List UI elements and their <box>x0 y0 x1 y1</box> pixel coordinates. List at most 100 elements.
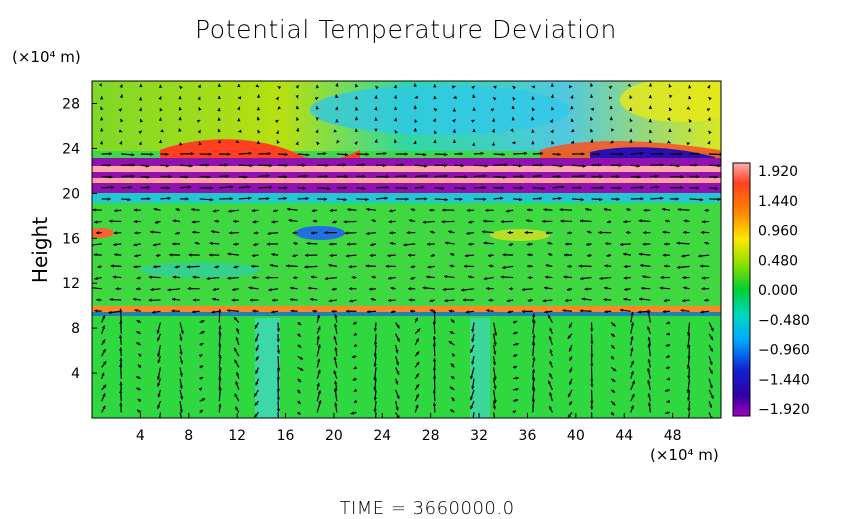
wind-vector-head <box>483 174 487 178</box>
wind-vector-head <box>133 243 137 247</box>
wind-vector-head <box>375 85 379 90</box>
wind-vector-head <box>333 370 337 374</box>
wind-vector-head <box>393 85 398 89</box>
wind-vector-head <box>640 185 644 190</box>
wind-vector-head <box>323 197 327 201</box>
wind-vector-head <box>448 341 453 345</box>
wind-vector-head <box>441 219 445 224</box>
wind-vector-head <box>271 310 275 314</box>
wind-vector-head <box>449 386 454 390</box>
wind-vector-head <box>212 209 217 213</box>
wind-vector-head <box>393 118 398 122</box>
wind-vector-head <box>277 86 282 90</box>
wind-vector-head <box>136 276 140 280</box>
wind-vector-head <box>190 152 194 156</box>
wind-vector-head <box>374 117 378 121</box>
wind-vector-head <box>115 287 119 291</box>
wind-vector-head <box>109 175 113 179</box>
wind-vector-head <box>347 207 351 212</box>
wind-vector-head <box>597 163 602 167</box>
wind-vector-head <box>157 383 161 387</box>
wind-vector-head <box>119 402 123 406</box>
wind-vector-head <box>507 310 511 314</box>
wind-vector-head <box>524 230 528 235</box>
wind-vector-head <box>680 174 684 179</box>
wind-vector-head <box>624 287 628 291</box>
wind-vector-head <box>589 83 594 87</box>
wind-vector-head <box>365 197 369 202</box>
wind-vector-head <box>218 355 222 359</box>
wind-vector-head <box>487 253 492 258</box>
wind-vector-head <box>334 314 338 318</box>
wind-vector-head <box>256 116 260 121</box>
wind-vector-head <box>277 106 282 110</box>
wind-vector-head <box>630 370 634 375</box>
wind-vector-head <box>470 405 474 410</box>
wind-vector-head <box>255 370 259 374</box>
wind-vector-head <box>558 196 562 201</box>
x-tick-label: 24 <box>373 428 391 444</box>
wind-vector-head <box>390 286 394 291</box>
wind-vector-head <box>647 343 651 347</box>
wind-vector-head <box>119 381 123 385</box>
wind-vector-head <box>462 298 467 302</box>
wind-vector-head <box>641 286 645 291</box>
wind-vector-head <box>570 95 574 99</box>
wind-vector-head <box>679 152 683 156</box>
wind-vector-head <box>229 197 233 201</box>
wind-vector-head <box>317 344 321 348</box>
wind-vector-head <box>512 86 516 90</box>
wind-vector-head <box>175 208 179 212</box>
wind-vector-head <box>335 119 339 123</box>
wind-vector-head <box>618 163 622 168</box>
wind-vector-head <box>101 325 106 329</box>
colorbar-label: −1.920 <box>758 402 810 418</box>
wind-vector-head <box>168 174 172 179</box>
wind-vector-head <box>493 332 498 336</box>
wind-vector-head <box>329 253 333 258</box>
wind-vector-head <box>686 106 690 110</box>
y-tick-label: 28 <box>62 96 80 112</box>
y-tick-label: 12 <box>62 276 80 292</box>
wind-vector-head <box>331 287 336 291</box>
wind-vector-head <box>96 298 100 302</box>
wind-vector-head <box>354 128 359 133</box>
wind-vector-head <box>292 231 296 235</box>
wind-vector-head <box>562 308 566 313</box>
wind-vector-head <box>662 230 666 234</box>
wind-vector-head <box>432 389 437 393</box>
colorbar-label: 0.000 <box>758 283 798 299</box>
wind-vector-head <box>276 397 281 401</box>
wind-vector-head <box>500 186 504 190</box>
wind-vector-head <box>463 264 468 268</box>
wind-vector-head <box>157 394 161 398</box>
wind-vector-head <box>511 117 515 121</box>
wind-vector-head <box>290 309 294 313</box>
wind-vector-head <box>131 163 135 167</box>
wind-vector-head <box>333 388 338 392</box>
wind-vector-head <box>324 230 328 235</box>
wind-vector-head <box>663 298 668 303</box>
wind-vector-head <box>465 310 469 314</box>
wind-vector-head <box>236 372 240 376</box>
wind-vector-head <box>471 386 475 390</box>
wind-vector-head <box>550 83 555 87</box>
wind-vector-head <box>249 298 254 302</box>
wind-vector-head <box>189 164 193 168</box>
wind-vector-head <box>585 207 589 212</box>
wind-vector-head <box>284 186 288 190</box>
wind-vector-head <box>567 414 572 418</box>
wind-vector-head <box>136 376 140 380</box>
wind-vector-head <box>610 140 614 144</box>
wind-vector-head <box>214 219 218 223</box>
wind-vector-head <box>507 230 511 235</box>
wind-vector-head <box>512 410 516 414</box>
wind-vector-head <box>152 243 157 247</box>
wind-vector-head <box>269 163 273 168</box>
wind-vector-head <box>158 421 161 424</box>
wind-vector-head <box>325 174 329 179</box>
wind-vector-head <box>471 420 474 423</box>
wind-vector-head <box>369 253 373 258</box>
wind-vector-head <box>665 366 670 370</box>
wind-vector-head <box>384 196 388 200</box>
